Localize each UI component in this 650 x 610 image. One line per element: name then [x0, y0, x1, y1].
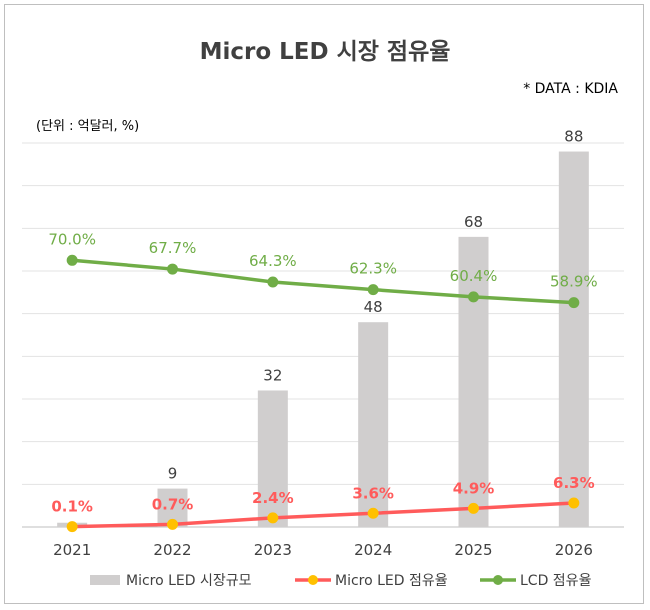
bar-2025	[458, 236, 489, 527]
bar-2023	[257, 390, 288, 527]
lcd-point-2025	[468, 291, 479, 303]
bar-value-label-2023: 32	[263, 366, 282, 384]
x-tick-2025: 2025	[454, 541, 492, 559]
micro-led-point-2024	[367, 507, 379, 519]
legend: Micro LED 시장규모 Micro LED 점유율 LCD 점유율	[90, 573, 592, 589]
legend-label-lcd: LCD 점유율	[520, 573, 592, 589]
x-tick-2024: 2024	[354, 541, 392, 559]
micro-led-value-label-2025: 4.9%	[453, 479, 495, 497]
x-tick-2023: 2023	[254, 541, 292, 559]
bar-value-label-2026: 88	[564, 128, 583, 146]
x-tick-2022: 2022	[153, 541, 191, 559]
bar-value-label-2025: 68	[464, 213, 483, 231]
chart-source: * DATA : KDIA	[523, 81, 618, 97]
micro-led-point-2026	[568, 497, 580, 509]
legend-swatch-micro-led-marker	[308, 575, 318, 585]
micro-led-value-label-2026: 6.3%	[553, 474, 595, 492]
gridlines	[22, 142, 624, 528]
legend-label-bar: Micro LED 시장규모	[126, 573, 252, 589]
bar-2024	[358, 322, 389, 527]
x-tick-2026: 2026	[555, 541, 593, 559]
lcd-point-2021	[66, 254, 78, 266]
lcd-point-2026	[568, 297, 580, 309]
micro-led-value-label-2023: 2.4%	[252, 489, 294, 507]
micro-led-point-2021	[66, 521, 78, 533]
micro-led-value-label-2024: 3.6%	[352, 484, 394, 502]
chart-title: Micro LED 시장 점유율	[200, 39, 451, 65]
x-axis-ticks: 2021 2022 2023 2024 2025 2026	[53, 541, 593, 559]
bar-value-label-2022: 9	[168, 465, 178, 483]
bar-2026	[558, 151, 589, 528]
lcd-line	[70, 258, 576, 305]
micro-led-point-2025	[468, 502, 479, 514]
lcd-point-2023	[267, 276, 279, 288]
lcd-value-label-2023: 64.3%	[249, 252, 297, 270]
bar-series	[57, 151, 589, 528]
micro-led-line	[70, 501, 576, 529]
lcd-point-2024	[367, 284, 379, 296]
legend-label-micro-led: Micro LED 점유율	[335, 573, 448, 589]
micro-led-value-label-2022: 0.7%	[152, 495, 194, 513]
lcd-value-label-2024: 62.3%	[349, 260, 397, 278]
lcd-value-label-2026: 58.9%	[550, 273, 598, 291]
x-tick-2021: 2021	[53, 541, 91, 559]
legend-swatch-lcd-marker	[493, 575, 503, 585]
lcd-value-label-2022: 67.7%	[149, 239, 197, 257]
lcd-value-label-2021: 70.0%	[48, 230, 96, 248]
line-series	[66, 254, 580, 533]
data-labels: 9 32 48 68 88 70.0% 67.7% 64.3% 62.3% 60.4% 58.9% 0…	[48, 128, 597, 516]
micro-led-point-2022	[167, 518, 178, 530]
unit-note: (단위 : 억달러, %)	[36, 119, 139, 134]
lcd-point-2022	[167, 263, 178, 275]
micro-led-point-2023	[267, 512, 279, 524]
lcd-value-label-2025: 60.4%	[450, 267, 498, 285]
legend-swatch-bar	[90, 575, 120, 585]
micro-led-value-label-2021: 0.1%	[51, 498, 93, 516]
bar-value-label-2024: 48	[364, 298, 383, 316]
